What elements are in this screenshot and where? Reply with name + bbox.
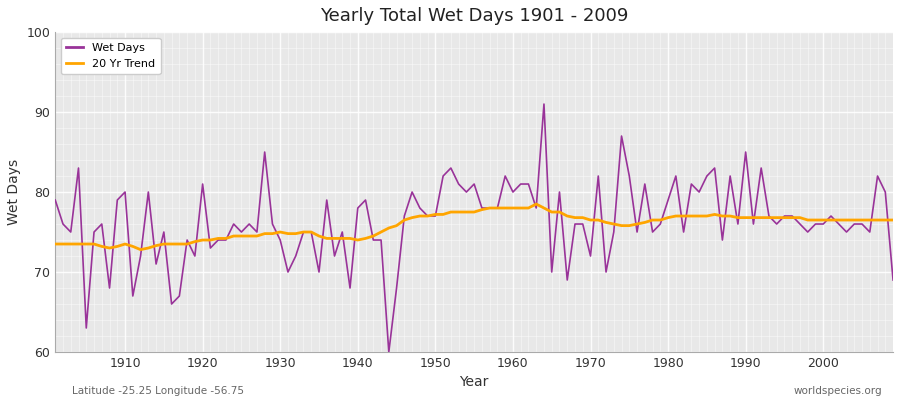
Title: Yearly Total Wet Days 1901 - 2009: Yearly Total Wet Days 1901 - 2009 (320, 7, 628, 25)
Y-axis label: Wet Days: Wet Days (7, 159, 21, 225)
Legend: Wet Days, 20 Yr Trend: Wet Days, 20 Yr Trend (61, 38, 160, 74)
X-axis label: Year: Year (460, 376, 489, 390)
Text: Latitude -25.25 Longitude -56.75: Latitude -25.25 Longitude -56.75 (72, 386, 244, 396)
Text: worldspecies.org: worldspecies.org (794, 386, 882, 396)
